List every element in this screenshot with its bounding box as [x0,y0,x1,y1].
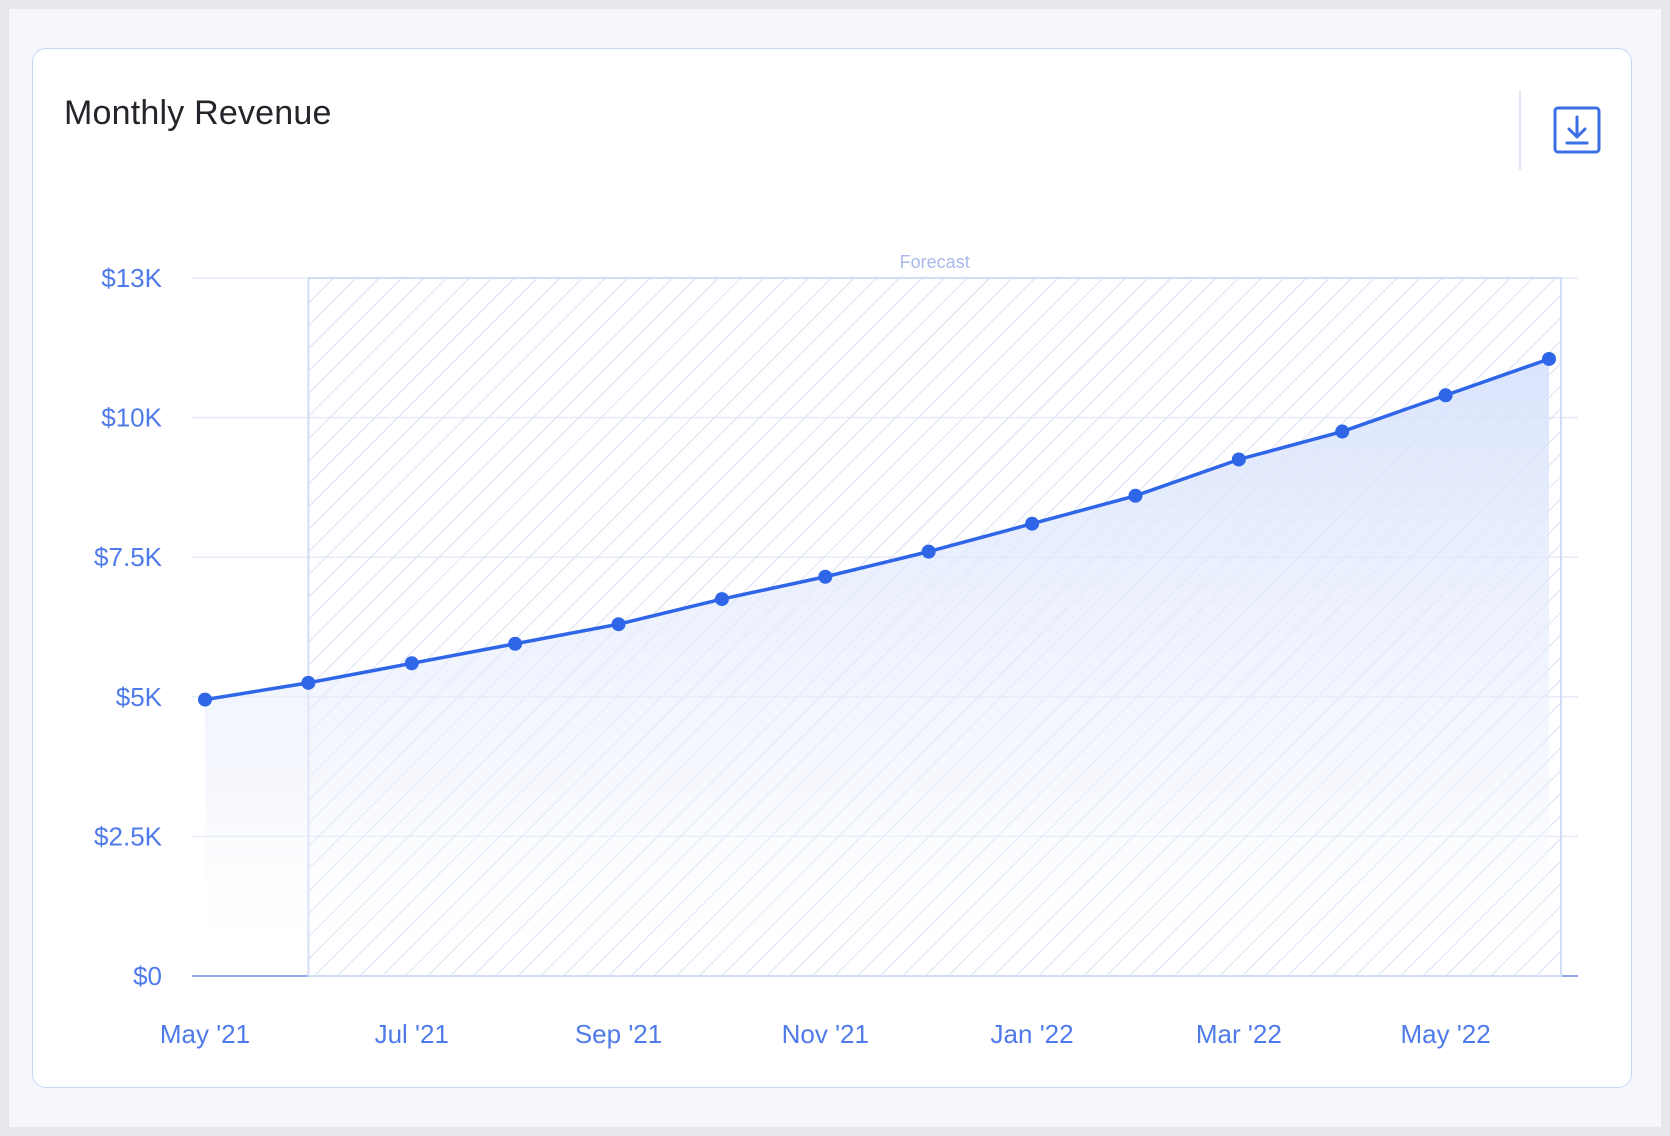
data-points [198,351,1556,707]
x-tick-label: Mar '22 [1196,1019,1282,1049]
forecast-label: Forecast [900,252,970,272]
data-point[interactable] [1231,452,1246,467]
data-point[interactable] [1128,488,1143,503]
x-tick-label: Nov '21 [782,1019,869,1049]
data-point[interactable] [1025,516,1040,531]
download-button[interactable] [1553,106,1601,154]
data-point[interactable] [1542,351,1556,366]
x-tick-label: May '22 [1400,1019,1490,1049]
y-tick-label: $13K [101,263,162,293]
y-tick-label: $10K [101,403,162,433]
data-point[interactable] [921,544,936,559]
series-line-path [203,357,1551,702]
download-icon [1553,106,1601,154]
x-tick-label: Jan '22 [991,1019,1074,1049]
series-area [205,358,1549,976]
data-point[interactable] [818,569,833,584]
y-tick-label: $0 [133,961,162,991]
data-point[interactable] [714,592,729,607]
data-point[interactable] [611,617,626,632]
x-axis-labels: May '21 Jul '21 Sep '21 Nov '21 Jan '22 Mar '… [160,1019,1491,1049]
area-fill [205,358,1549,976]
data-point[interactable] [404,656,419,671]
x-tick-label: May '21 [160,1019,250,1049]
y-tick-label: $5K [116,682,163,712]
data-point[interactable] [301,675,316,690]
data-point[interactable] [198,692,212,707]
y-tick-label: $2.5K [94,821,163,851]
header-divider [1519,90,1521,170]
data-point[interactable] [1438,388,1453,403]
y-tick-label: $7.5K [94,542,163,572]
data-point[interactable] [1335,424,1350,439]
y-axis-labels: $0 $2.5K $5K $7.5K $10K $13K [94,263,163,991]
chart-title: Monthly Revenue [64,94,332,132]
series-line [203,357,1551,702]
x-tick-label: Sep '21 [575,1019,662,1049]
data-point[interactable] [508,636,523,651]
x-tick-label: Jul '21 [375,1019,449,1049]
